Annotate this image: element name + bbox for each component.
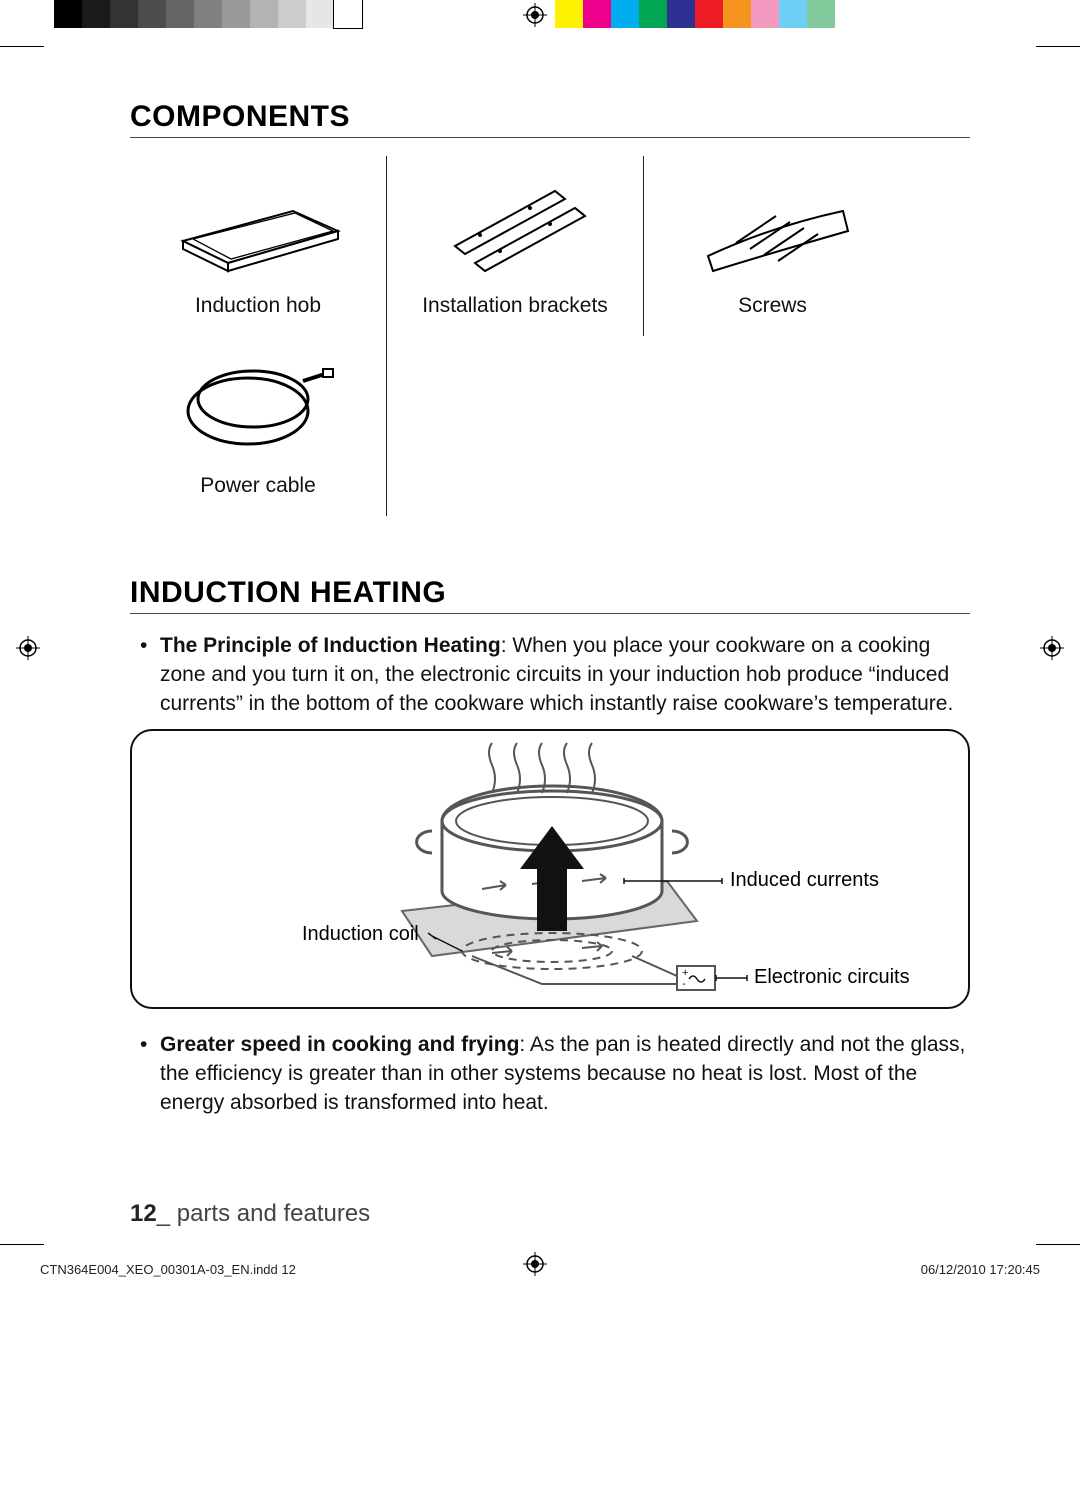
grayscale-swatch <box>82 0 110 28</box>
diagram-label-electronic-circuits: Electronic circuits <box>754 966 910 989</box>
grayscale-swatch <box>166 0 194 28</box>
induction-diagram: + - Induced currents Induction coil Elec… <box>130 729 970 1009</box>
grayscale-swatch <box>194 0 222 28</box>
color-swatch <box>779 0 807 28</box>
component-cell-brackets: Installation brackets <box>387 156 644 336</box>
indesign-datetime: 06/12/2010 17:20:45 <box>921 1262 1040 1277</box>
color-swatch <box>723 0 751 28</box>
induction-heading: INDUCTION HEATING <box>130 576 970 614</box>
indesign-filename: CTN364E004_XEO_00301A-03_EN.indd 12 <box>40 1262 296 1277</box>
installation-brackets-icon <box>393 166 637 286</box>
grayscale-swatch <box>110 0 138 28</box>
bullet-lead: Greater speed in cooking and frying <box>160 1033 519 1056</box>
page-number: 12 <box>130 1200 157 1227</box>
color-swatch <box>667 0 695 28</box>
grayscale-swatch <box>138 0 166 28</box>
crop-mark <box>0 1244 44 1245</box>
induction-hob-icon <box>136 166 380 286</box>
color-swatch <box>583 0 611 28</box>
power-cable-icon <box>136 346 380 466</box>
crop-mark <box>1036 1244 1080 1245</box>
crop-mark <box>0 46 44 47</box>
color-swatch <box>611 0 639 28</box>
bullet-item: • The Principle of Induction Heating: Wh… <box>140 632 970 719</box>
footer-sep: _ <box>157 1200 177 1227</box>
crop-mark <box>1036 46 1080 47</box>
registration-mark-icon <box>523 1252 547 1281</box>
component-label: Screws <box>650 294 895 318</box>
registration-mark-icon <box>523 3 547 32</box>
components-grid: Induction hob Installation brackets <box>130 156 970 546</box>
component-cell-cable: Power cable <box>130 336 387 516</box>
page-footer: 12_ parts and features <box>130 1200 370 1228</box>
grayscale-swatch <box>222 0 250 28</box>
registration-mark-icon <box>1040 636 1064 665</box>
registration-mark-icon <box>16 636 40 665</box>
component-cell-screws: Screws <box>644 156 901 336</box>
components-heading: COMPONENTS <box>130 100 970 138</box>
diagram-label-induction-coil: Induction coil <box>302 923 419 946</box>
grayscale-swatch <box>278 0 306 28</box>
color-swatch <box>695 0 723 28</box>
component-label: Induction hob <box>136 294 380 318</box>
printer-color-bar <box>0 0 1080 30</box>
bullet-item: • Greater speed in cooking and frying: A… <box>140 1031 970 1118</box>
component-cell-hob: Induction hob <box>130 156 387 336</box>
component-label: Power cable <box>136 474 380 498</box>
grayscale-swatch <box>334 0 362 28</box>
grayscale-swatch <box>54 0 82 28</box>
footer-section: parts and features <box>177 1200 370 1227</box>
bullet-lead: The Principle of Induction Heating <box>160 634 501 657</box>
grayscale-swatch <box>250 0 278 28</box>
svg-text:-: - <box>682 978 686 990</box>
color-swatch <box>639 0 667 28</box>
color-swatch <box>751 0 779 28</box>
grayscale-swatch <box>306 0 334 28</box>
component-label: Installation brackets <box>393 294 637 318</box>
color-swatch <box>807 0 835 28</box>
color-swatch <box>555 0 583 28</box>
screws-icon <box>650 166 895 286</box>
diagram-label-induced-currents: Induced currents <box>730 869 879 892</box>
